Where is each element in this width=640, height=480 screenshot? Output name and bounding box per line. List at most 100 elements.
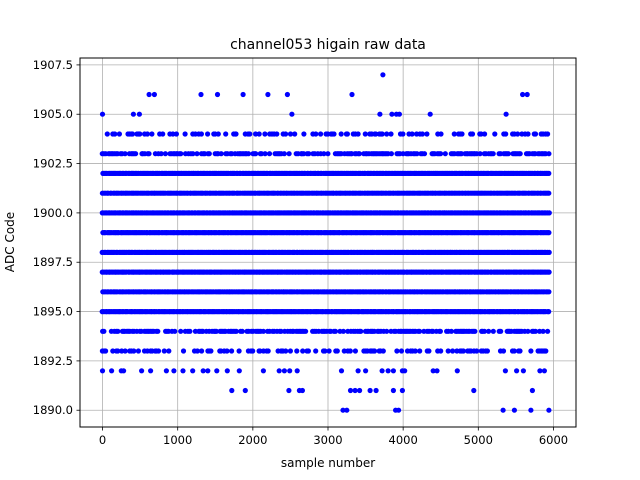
y-axis-label: ADC Code <box>3 212 17 272</box>
data-point <box>206 151 212 157</box>
data-point <box>198 131 204 137</box>
data-point <box>208 348 214 354</box>
y-tick-label: 1907.5 <box>33 58 73 72</box>
data-point <box>283 348 289 354</box>
data-point <box>247 131 253 137</box>
data-point <box>450 348 456 354</box>
data-point <box>286 387 292 394</box>
data-point <box>148 368 154 374</box>
data-point <box>178 151 184 157</box>
data-point <box>172 328 178 334</box>
data-point <box>357 387 363 394</box>
data-point <box>303 328 309 334</box>
data-point <box>532 328 539 334</box>
data-point <box>180 368 186 374</box>
data-point <box>340 407 346 413</box>
data-point <box>545 328 551 334</box>
data-point <box>472 328 478 334</box>
data-point <box>229 387 235 394</box>
data-points <box>99 72 552 413</box>
data-point <box>409 131 415 137</box>
data-point <box>545 131 551 137</box>
data-point <box>133 151 139 157</box>
data-point <box>482 131 488 137</box>
data-point <box>166 348 172 354</box>
data-point <box>484 348 490 354</box>
data-point <box>540 328 546 334</box>
data-point <box>135 348 141 354</box>
data-point <box>500 348 507 354</box>
data-point <box>546 269 552 275</box>
x-axis-label: sample number <box>281 456 375 470</box>
data-point <box>198 91 204 98</box>
data-point <box>194 348 200 354</box>
data-point <box>398 348 405 354</box>
data-point <box>155 328 161 334</box>
data-point <box>287 368 293 374</box>
data-point <box>451 131 457 137</box>
data-point <box>434 368 440 374</box>
data-point <box>137 131 143 137</box>
data-point <box>190 368 196 374</box>
data-point <box>215 131 221 137</box>
data-point <box>240 91 246 98</box>
data-point <box>262 131 268 137</box>
data-point <box>417 348 423 354</box>
data-point <box>99 111 106 117</box>
data-point <box>116 131 122 137</box>
data-point <box>205 368 211 374</box>
data-point <box>520 368 527 374</box>
data-point <box>546 289 552 295</box>
data-point <box>500 407 506 413</box>
data-point <box>322 348 328 354</box>
data-point <box>214 368 220 374</box>
data-point <box>287 131 294 137</box>
grid-lines <box>80 58 576 427</box>
data-point <box>384 328 390 334</box>
data-point <box>121 368 127 374</box>
data-point <box>173 131 179 137</box>
data-point <box>347 387 354 394</box>
data-point <box>492 131 498 137</box>
data-point <box>373 131 379 137</box>
data-point <box>529 387 536 394</box>
data-point <box>338 368 345 374</box>
data-point <box>546 249 552 255</box>
data-point <box>278 328 284 334</box>
data-point <box>438 131 444 137</box>
data-point <box>218 151 224 157</box>
data-point <box>158 151 164 157</box>
data-point <box>334 348 340 354</box>
data-point <box>284 91 290 98</box>
data-point <box>546 190 552 196</box>
x-tick-label: 6000 <box>539 433 568 447</box>
data-point <box>187 328 193 334</box>
data-point <box>265 91 271 98</box>
y-tick-label: 1905.0 <box>33 107 73 121</box>
data-point <box>380 348 386 354</box>
data-point <box>294 368 300 374</box>
data-point <box>115 348 121 354</box>
data-point <box>104 131 110 137</box>
data-point <box>276 368 282 374</box>
data-point <box>390 368 396 374</box>
data-point <box>528 407 534 413</box>
data-point <box>236 368 242 374</box>
data-point <box>358 328 364 334</box>
data-point <box>224 368 230 374</box>
data-point <box>178 328 184 334</box>
data-point <box>471 387 477 394</box>
data-point <box>200 368 206 374</box>
data-point <box>546 170 552 176</box>
data-point <box>266 151 273 157</box>
data-point <box>511 407 517 413</box>
data-point <box>474 348 480 354</box>
data-point <box>229 348 235 354</box>
data-point <box>459 131 465 137</box>
data-point <box>194 151 200 157</box>
data-point <box>190 151 196 157</box>
data-point <box>321 151 327 157</box>
y-axis-ticks: 1890.0 1892.5 1895.0 1897.5 1900.0 1902.5 1905… <box>33 58 80 417</box>
data-point <box>300 348 306 354</box>
